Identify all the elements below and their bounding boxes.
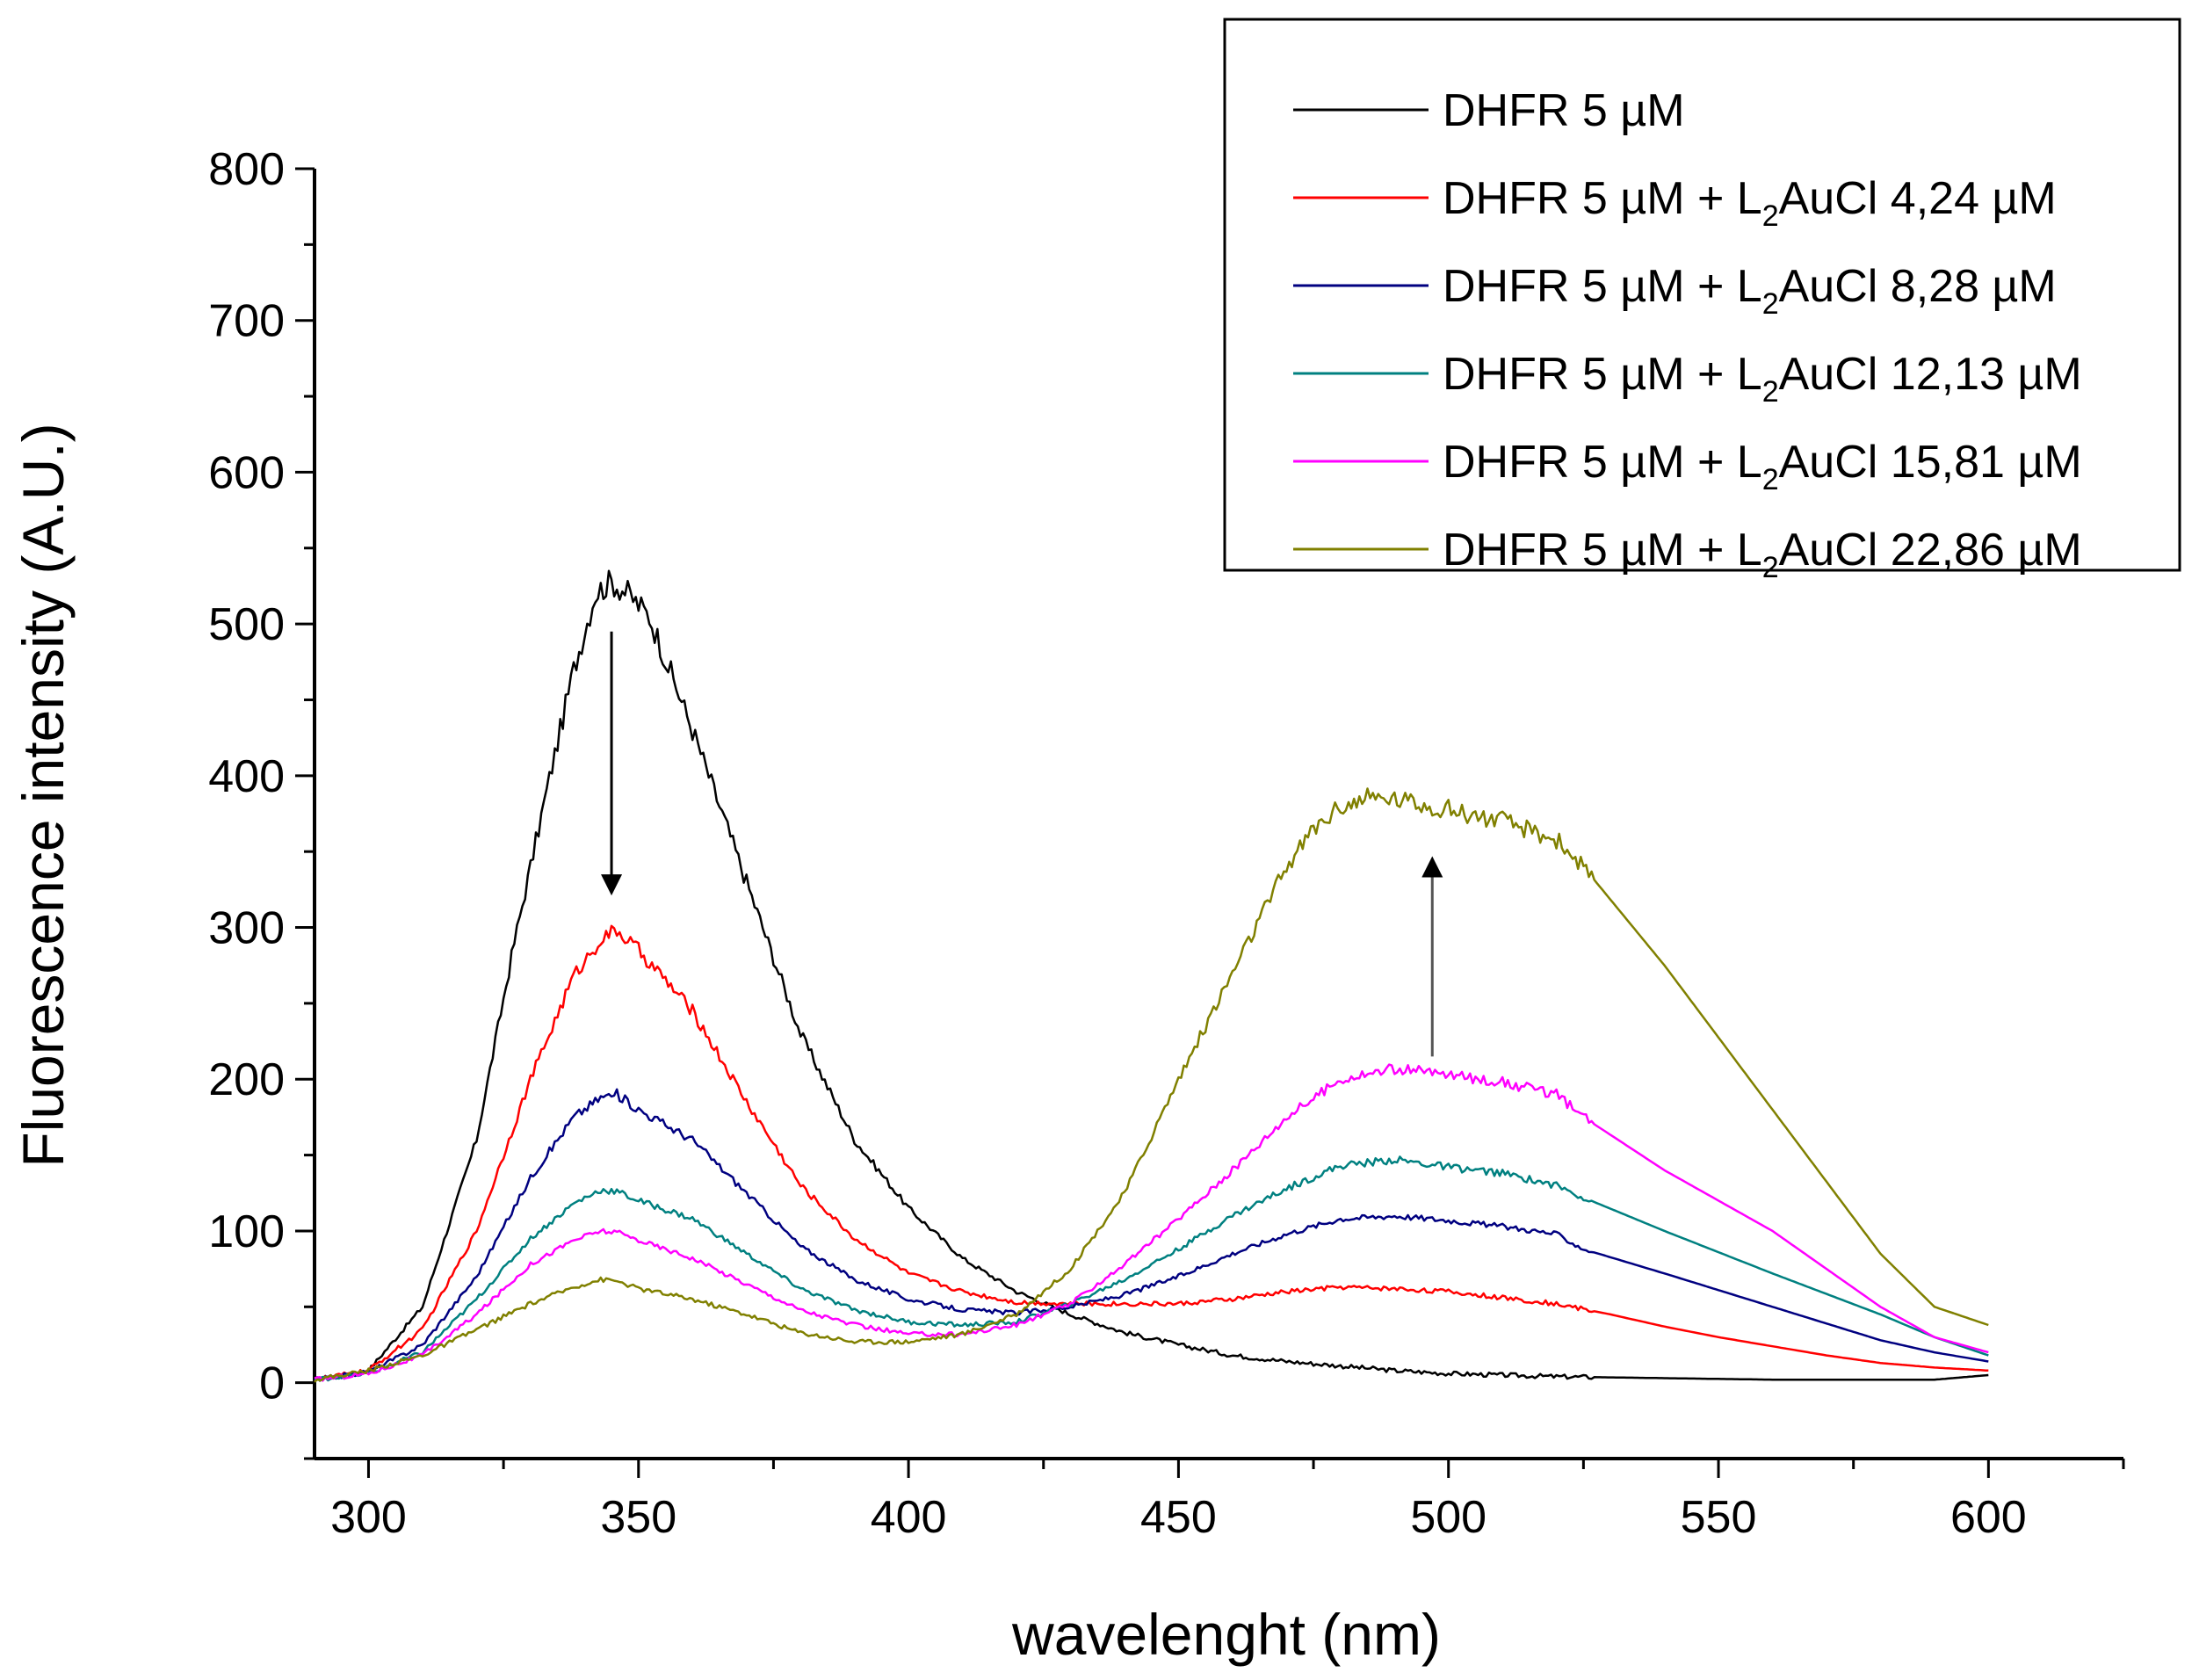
y-tick-label: 300 xyxy=(208,903,285,954)
legend: DHFR 5 µM DHFR 5 µM + L2AuCl 4,24 µM DHFR … xyxy=(1223,18,2181,584)
series-line-4 xyxy=(314,1063,1989,1382)
y-axis-title: Fluorescence intensity (A.U.) xyxy=(11,423,76,1167)
y-tick-label: 0 xyxy=(259,1358,285,1409)
legend-entry-4: DHFR 5 µM + L2AuCl 15,81 µM xyxy=(1443,437,2082,496)
x-tick-label: 400 xyxy=(871,1492,947,1543)
x-tick-label: 550 xyxy=(1681,1492,1757,1543)
y-tick-label: 800 xyxy=(208,144,285,195)
series-layer xyxy=(314,569,1989,1383)
x-tick-label: 600 xyxy=(1950,1492,2027,1543)
legend-entry-0: DHFR 5 µM xyxy=(1443,85,1685,136)
x-tick-label: 500 xyxy=(1410,1492,1486,1543)
axes: 0 100 200 300 400 500 600 700 800 300 350 400 450 500… xyxy=(208,144,2125,1543)
legend-entry-5: DHFR 5 µM + L2AuCl 22,86 µM xyxy=(1443,525,2082,584)
y-tick-label: 500 xyxy=(208,599,285,650)
legend-entry-1: DHFR 5 µM + L2AuCl 4,24 µM xyxy=(1443,173,2057,233)
annotation-layer xyxy=(601,631,1443,1057)
series-line-3 xyxy=(314,1155,1989,1382)
y-tick-label: 200 xyxy=(208,1054,285,1105)
legend-entry-2: DHFR 5 µM + L2AuCl 8,28 µM xyxy=(1443,261,2057,321)
legend-entry-3: DHFR 5 µM + L2AuCl 12,13 µM xyxy=(1443,349,2082,409)
y-tick-label: 400 xyxy=(208,751,285,802)
y-tick-label: 100 xyxy=(208,1206,285,1257)
x-tick-label: 450 xyxy=(1140,1492,1217,1543)
series-line-1 xyxy=(314,924,1989,1383)
y-tick-label: 700 xyxy=(208,296,285,347)
x-axis-title: wavelenght (nm) xyxy=(1011,1602,1441,1667)
series-line-5 xyxy=(314,787,1989,1383)
series-line-2 xyxy=(314,1088,1989,1381)
series-line-0 xyxy=(314,569,1989,1382)
x-tick-label: 300 xyxy=(330,1492,407,1543)
x-tick-label: 350 xyxy=(600,1492,676,1543)
y-tick-label: 600 xyxy=(208,447,285,498)
